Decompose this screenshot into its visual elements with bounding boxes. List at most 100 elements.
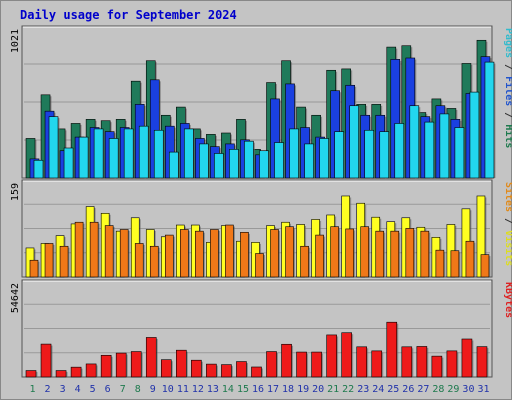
hits-ymax-label: 1021 (10, 29, 21, 53)
kbytes-kbytes-bar-3 (55, 370, 67, 378)
visits-sites-bar-30 (465, 240, 475, 278)
visits-sites-bar-20 (315, 234, 324, 278)
visits-sites-bar-14 (225, 224, 234, 278)
hits-legend-part-2: Files (503, 76, 512, 106)
x-tick-label-11: 11 (177, 384, 189, 395)
hits-pages-bar-22 (349, 105, 359, 179)
visits-sites-bar-16 (255, 253, 264, 278)
visits-sites-bar-23 (360, 226, 370, 278)
visits-sites-bar-26 (405, 228, 415, 278)
kbytes-kbytes-bar-25 (386, 321, 398, 378)
hits-pages-bar-29 (454, 127, 465, 179)
x-tick-label-4: 4 (75, 384, 81, 395)
kbytes-kbytes-bar-30 (461, 338, 473, 378)
visits-sites-bar-25 (390, 230, 400, 278)
visits-sites-bar-3 (59, 245, 69, 278)
hits-pages-bar-31 (484, 61, 495, 179)
kbytes-kbytes-bar-1 (25, 370, 37, 378)
hits-pages-bar-18 (289, 128, 299, 179)
hits-pages-bar-7 (123, 128, 134, 179)
kbytes-kbytes-bar-23 (356, 346, 368, 378)
hits-pages-bar-17 (274, 142, 284, 179)
kbytes-kbytes-bar-4 (70, 366, 82, 378)
kbytes-kbytes-bar-13 (206, 363, 217, 378)
x-tick-label-29: 29 (447, 384, 459, 395)
x-tick-label-12: 12 (192, 384, 204, 395)
x-tick-label-18: 18 (282, 384, 294, 395)
hits-pages-bar-20 (319, 138, 329, 179)
hits-pages-bar-26 (409, 105, 420, 179)
visits-sites-bar-29 (450, 250, 460, 278)
hits-pages-bar-5 (93, 128, 104, 179)
x-tick-label-6: 6 (105, 384, 111, 395)
kbytes-kbytes-bar-27 (416, 346, 428, 378)
panels: 1021 Pages / Files / Hits 159 Sites / Visit… (10, 25, 512, 378)
hits-legend-part-3: / (503, 106, 512, 124)
hits-pages-bar-30 (469, 91, 480, 179)
kbytes-kbytes-bar-21 (326, 334, 337, 378)
x-tick-label-8: 8 (135, 384, 141, 395)
kbytes-kbytes-bar-17 (266, 351, 277, 378)
kbytes-kbytes-bar-7 (115, 352, 127, 378)
kbytes-kbytes-bar-29 (446, 350, 458, 378)
kbytes-kbytes-bar-19 (296, 351, 307, 378)
kbytes-kbytes-bar-10 (160, 359, 172, 378)
hits-pages-bar-28 (439, 113, 450, 179)
hits-pages-bar-1 (33, 159, 44, 179)
visits-sites-bar-13 (210, 229, 219, 278)
x-tick-label-19: 19 (297, 384, 309, 395)
hits-pages-bar-25 (394, 123, 405, 179)
visits-sites-bar-19 (300, 245, 309, 278)
visits-sites-bar-18 (285, 226, 294, 278)
x-tick-label-15: 15 (237, 384, 249, 395)
kbytes-legend-part-0: KBytes (503, 282, 512, 318)
hits-pages-bar-14 (229, 149, 239, 179)
x-tick-label-22: 22 (342, 384, 354, 395)
kbytes-kbytes-bar-5 (85, 363, 97, 378)
visits-sites-bar-8 (134, 243, 144, 278)
visits-series-sites (29, 221, 491, 278)
visits-sites-bar-21 (330, 226, 339, 278)
visits-sites-bar-17 (270, 229, 279, 278)
hits-legend-part-0: Pages (503, 28, 512, 58)
visits-legend-part-2: Visits (503, 230, 512, 266)
hits-pages-bar-3 (63, 147, 74, 179)
kbytes-kbytes-bar-8 (130, 351, 142, 378)
x-tick-label-2: 2 (45, 384, 51, 395)
x-tick-label-5: 5 (90, 384, 96, 395)
kbytes-kbytes-bar-12 (191, 359, 202, 378)
visits-sites-bar-5 (89, 221, 99, 278)
x-tick-label-13: 13 (207, 384, 219, 395)
hits-pages-bar-9 (153, 129, 164, 179)
visits-sites-bar-9 (149, 245, 159, 278)
visits-sites-bar-27 (420, 230, 430, 278)
x-tick-label-1: 1 (30, 384, 36, 395)
hits-pages-bar-15 (244, 140, 254, 179)
kbytes-kbytes-bar-28 (431, 355, 443, 378)
kbytes-kbytes-bar-20 (311, 351, 322, 378)
x-tick-label-3: 3 (60, 384, 66, 395)
hits-series-pages (33, 61, 496, 179)
visits-sites-bar-31 (480, 254, 490, 278)
x-tick-label-17: 17 (267, 384, 279, 395)
x-tick-label-31: 31 (477, 384, 489, 395)
kbytes-series-legend: KBytes (503, 282, 512, 318)
chart-title: Daily usage for September 2024 (20, 8, 237, 22)
hits-pages-bar-23 (364, 129, 375, 179)
kbytes-kbytes-bar-26 (401, 346, 413, 378)
visits-sites-bar-24 (375, 230, 385, 278)
hits-pages-bar-8 (138, 125, 149, 179)
x-tick-label-14: 14 (222, 384, 234, 395)
hits-legend-part-4: Hits (503, 124, 512, 148)
visits-sites-bar-1 (29, 259, 39, 278)
hits-pages-bar-10 (168, 151, 179, 179)
x-tick-label-9: 9 (150, 384, 156, 395)
x-tick-label-25: 25 (387, 384, 399, 395)
hits-pages-bar-6 (108, 138, 119, 179)
x-tick-label-27: 27 (417, 384, 429, 395)
hits-pages-bar-27 (424, 121, 435, 179)
visits-sites-bar-28 (435, 249, 445, 278)
visits-sites-bar-4 (74, 221, 84, 278)
